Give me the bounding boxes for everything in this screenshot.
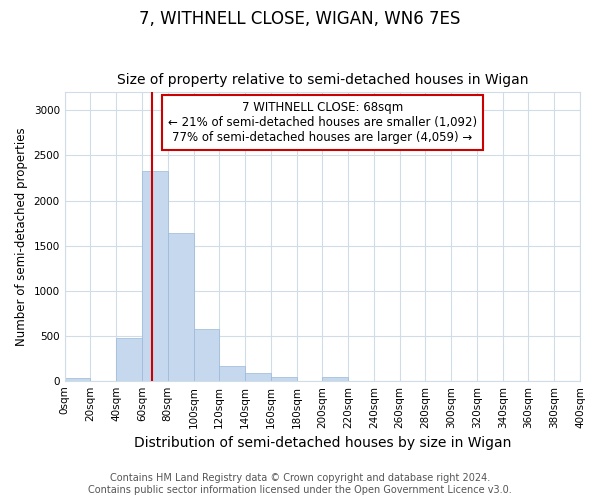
Bar <box>245 372 271 381</box>
X-axis label: Distribution of semi-detached houses by size in Wigan: Distribution of semi-detached houses by … <box>134 436 511 450</box>
Bar <box>219 366 245 381</box>
Y-axis label: Number of semi-detached properties: Number of semi-detached properties <box>15 128 28 346</box>
Bar <box>142 171 168 381</box>
Text: 7 WITHNELL CLOSE: 68sqm
← 21% of semi-detached houses are smaller (1,092)
77% of: 7 WITHNELL CLOSE: 68sqm ← 21% of semi-de… <box>168 101 477 144</box>
Bar <box>322 377 348 381</box>
Bar <box>116 338 142 381</box>
Title: Size of property relative to semi-detached houses in Wigan: Size of property relative to semi-detach… <box>116 73 528 87</box>
Bar <box>271 376 296 381</box>
Text: 7, WITHNELL CLOSE, WIGAN, WN6 7ES: 7, WITHNELL CLOSE, WIGAN, WN6 7ES <box>139 10 461 28</box>
Bar <box>168 233 193 381</box>
Bar <box>193 328 219 381</box>
Bar <box>65 378 91 381</box>
Text: Contains HM Land Registry data © Crown copyright and database right 2024.
Contai: Contains HM Land Registry data © Crown c… <box>88 474 512 495</box>
